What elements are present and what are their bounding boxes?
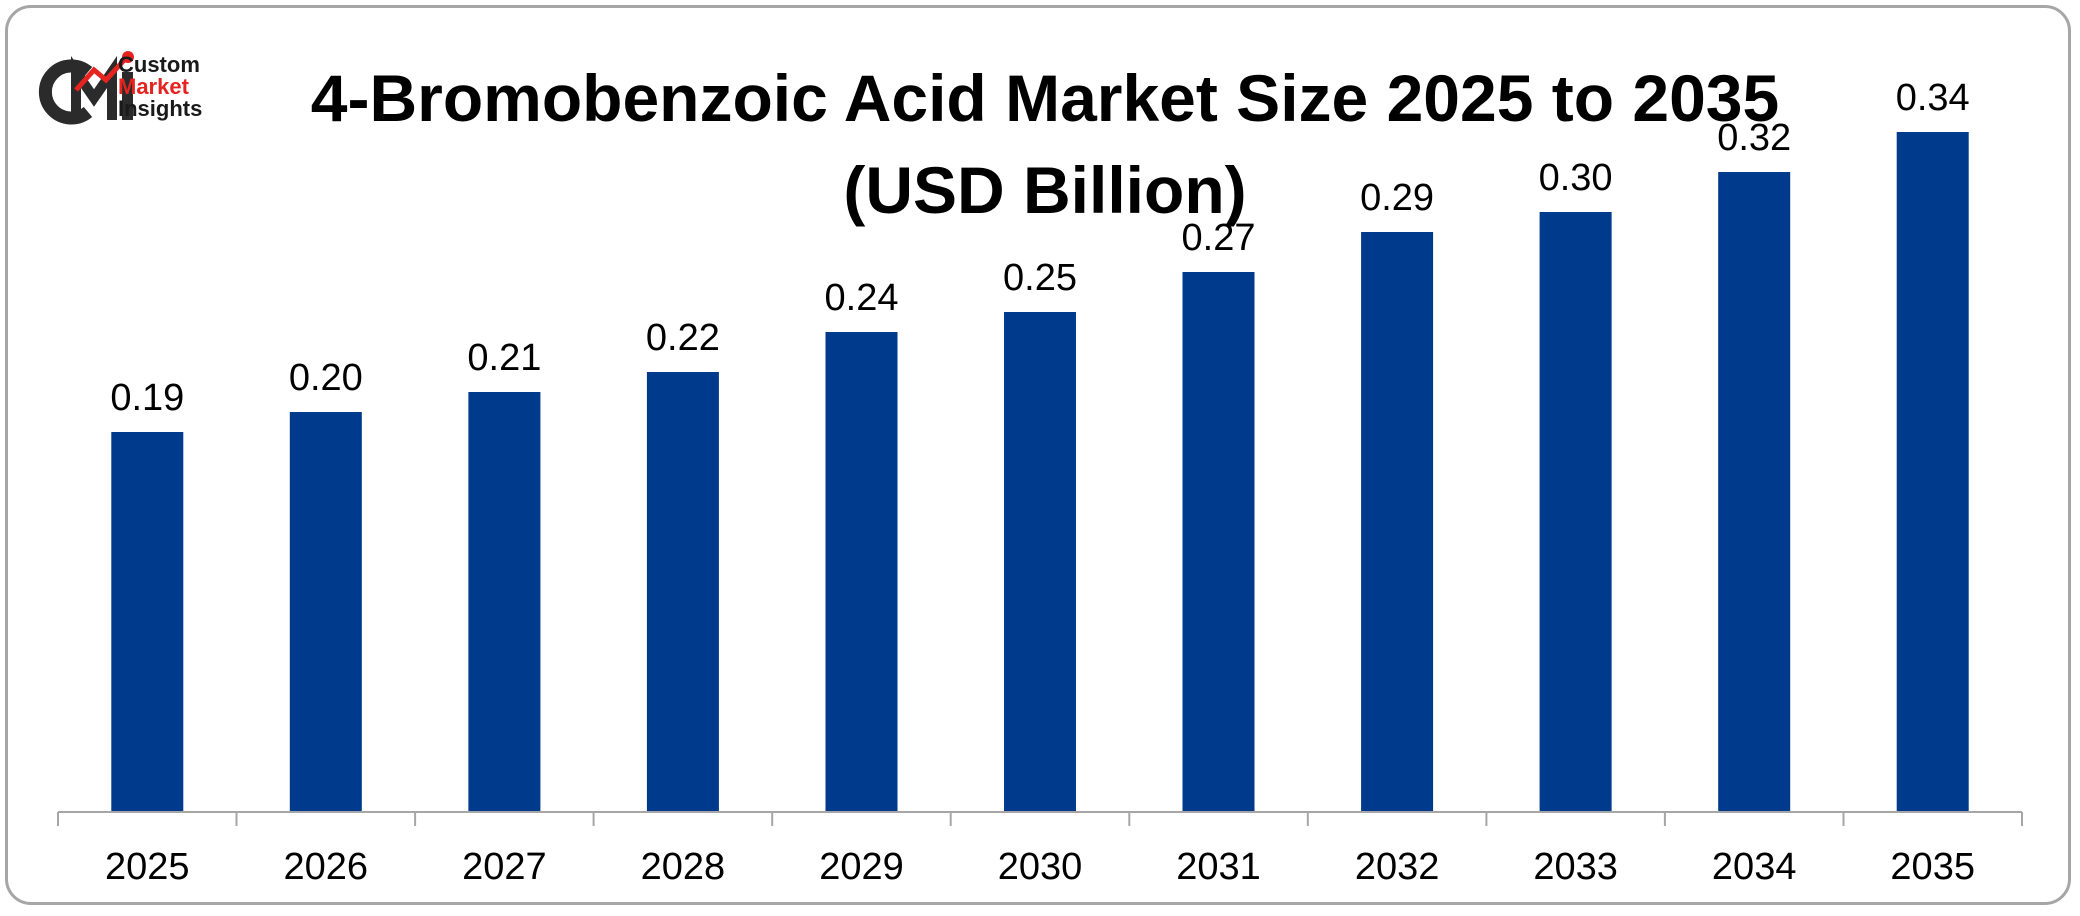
labels-group: 0.19 2025 0.20 2026 0.21 2027 0.22 2028 0.24 2029… — [105, 77, 1975, 888]
value-label-2031: 0.27 — [1182, 217, 1256, 259]
tick-label-2035: 2035 — [1890, 846, 1975, 888]
tick-label-2025: 2025 — [105, 846, 190, 888]
tick-label-2028: 2028 — [641, 846, 726, 888]
bar-2027 — [468, 392, 541, 812]
bar-2025 — [111, 432, 184, 812]
bar-2030 — [1004, 312, 1076, 812]
logo-line-1: Custom — [118, 52, 200, 77]
value-label-2034: 0.32 — [1717, 117, 1791, 159]
logo-icon — [38, 51, 134, 125]
tick-label-2032: 2032 — [1355, 846, 1440, 888]
chart-title-line-2: (USD Billion) — [843, 153, 1247, 227]
logo-line-2: Market — [118, 74, 189, 99]
bars-group — [111, 132, 1969, 812]
x-axis — [57, 811, 2023, 826]
tick-label-2031: 2031 — [1176, 846, 1261, 888]
chart-title-line-1: 4-Bromobenzoic Acid Market Size 2025 to … — [310, 61, 1780, 135]
logo-i-icon — [122, 72, 133, 120]
tick-label-2029: 2029 — [819, 846, 904, 888]
bar-2028 — [646, 372, 719, 812]
chart-title: 4-Bromobenzoic Acid Market Size 2025 to … — [180, 52, 1910, 236]
bar-2031 — [1182, 272, 1255, 812]
tick-label-2026: 2026 — [284, 846, 369, 888]
logo-text: Custom Market Insights — [118, 54, 202, 120]
bar-2035 — [1896, 132, 1969, 812]
value-label-2032: 0.29 — [1360, 177, 1434, 219]
bar-2029 — [825, 332, 898, 812]
value-label-2030: 0.25 — [1003, 257, 1077, 299]
tick-label-2034: 2034 — [1712, 846, 1797, 888]
tick-label-2027: 2027 — [462, 846, 547, 888]
tick-label-2033: 2033 — [1533, 846, 1618, 888]
value-label-2029: 0.24 — [825, 277, 899, 319]
value-label-2035: 0.34 — [1896, 77, 1970, 119]
value-label-2027: 0.21 — [467, 337, 541, 379]
bar-2034 — [1718, 172, 1791, 812]
bar-2033 — [1539, 212, 1612, 812]
value-label-2026: 0.20 — [289, 357, 363, 399]
tick-label-2030: 2030 — [998, 846, 1083, 888]
logo-dot-icon — [122, 51, 134, 63]
logo-line-3: Insights — [118, 96, 203, 121]
bar-2026 — [289, 412, 362, 812]
value-label-2025: 0.19 — [110, 377, 184, 419]
bar-2032 — [1361, 232, 1434, 812]
value-label-2033: 0.30 — [1539, 157, 1613, 199]
value-label-2028: 0.22 — [646, 317, 720, 359]
logo-trend-icon — [74, 56, 128, 92]
